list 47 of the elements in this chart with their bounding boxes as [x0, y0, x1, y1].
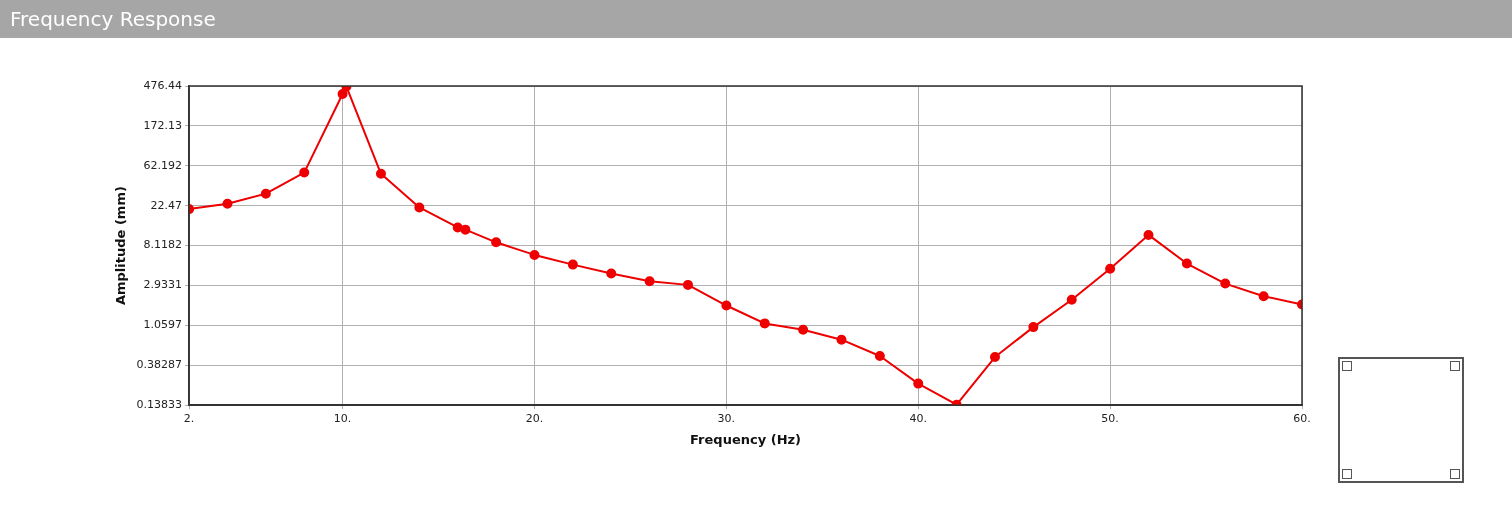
x-tick-label: 30. — [717, 411, 736, 425]
point — [1105, 263, 1116, 274]
y-tick-label: 22.47 — [150, 198, 183, 212]
point — [606, 268, 617, 279]
point — [1220, 278, 1231, 289]
point — [1066, 294, 1077, 305]
point — [644, 276, 655, 287]
y-tick-label: 0.38287 — [136, 358, 183, 372]
y-tick-label: 1.0597 — [143, 318, 183, 332]
point — [759, 318, 770, 329]
x-tick-label: 60. — [1293, 411, 1311, 425]
x-tick-label: 20. — [525, 411, 544, 425]
point — [375, 168, 386, 179]
y-tick-label: 2.9331 — [143, 278, 183, 292]
point — [1028, 322, 1039, 333]
y-tick-label: 8.1182 — [143, 238, 183, 252]
point — [798, 324, 809, 335]
point — [1258, 291, 1269, 302]
point — [414, 202, 425, 213]
point — [836, 334, 847, 345]
point — [721, 300, 732, 311]
chart-title: Frequency Response — [0, 0, 1512, 38]
point — [1181, 258, 1192, 269]
x-tick-label: 40. — [909, 411, 927, 425]
y-tick-label: 172.13 — [143, 118, 183, 132]
point — [913, 378, 924, 389]
point — [452, 222, 463, 233]
point — [682, 279, 693, 290]
y-tick-label: 476.44 — [143, 78, 183, 92]
y-tick-label: 0.13833 — [136, 398, 183, 412]
y-axis-title: Amplitude (mm) — [113, 186, 129, 306]
x-tick-label: 50. — [1101, 411, 1119, 425]
point — [491, 237, 502, 248]
point — [260, 188, 271, 199]
y-tick-label: 62.192 — [143, 158, 183, 172]
x-tick-label: 2. — [183, 411, 195, 425]
point — [299, 167, 310, 178]
point — [337, 89, 348, 100]
point — [874, 351, 885, 362]
point — [567, 259, 578, 270]
point — [1143, 229, 1154, 240]
point — [222, 198, 233, 209]
point — [460, 224, 471, 235]
x-tick-label: 10. — [333, 411, 352, 425]
point — [989, 352, 1000, 363]
point — [529, 249, 540, 260]
x-axis-title: Frequency (Hz) — [690, 431, 802, 447]
